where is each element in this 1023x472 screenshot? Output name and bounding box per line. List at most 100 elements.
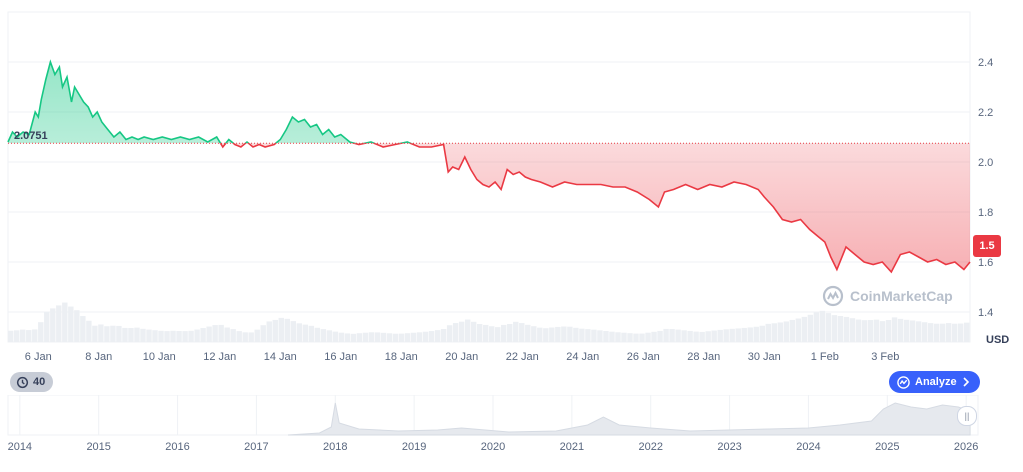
volume-bar	[597, 330, 603, 342]
volume-bar	[32, 329, 38, 342]
volume-bar	[62, 302, 68, 342]
chevron-right-icon	[963, 377, 969, 387]
volume-bar	[266, 321, 272, 342]
volume-bar	[699, 331, 705, 342]
volume-bar	[681, 330, 687, 342]
x-tick-label: 24 Jan	[566, 351, 599, 363]
volume-bar	[482, 324, 489, 342]
volume-bar	[92, 325, 98, 342]
navigator-tick-label: 2024	[796, 441, 820, 453]
volume-bar	[104, 326, 110, 342]
volume-bar	[446, 325, 453, 342]
volume-bar	[260, 325, 266, 342]
volume-bar	[476, 324, 483, 342]
navigator-tick-label: 2019	[402, 441, 426, 453]
volume-bar	[603, 331, 609, 342]
x-tick-label: 8 Jan	[85, 351, 112, 363]
volume-bar	[861, 320, 868, 342]
volume-bar	[236, 331, 242, 342]
analyze-button[interactable]: Analyze	[889, 371, 980, 393]
drag-handle-icon: ||	[964, 411, 970, 421]
volume-bar	[74, 310, 80, 342]
volume-bar	[771, 323, 777, 342]
volume-bar	[14, 330, 20, 342]
price-chart[interactable]: 2.4 2.2 2.0 1.8 1.6 1.4 6 Jan 8 Jan 10 Jan 12 Ja…	[0, 0, 1023, 395]
volume-bar	[723, 329, 729, 342]
volume-bar	[747, 327, 753, 342]
watermark-text: CoinMarketCap	[850, 288, 953, 304]
volume-bar	[374, 332, 381, 342]
volume-bar	[116, 325, 122, 342]
reference-price-label: 2.0751	[14, 130, 48, 142]
volume-bar	[639, 333, 645, 342]
x-tick-label: 28 Jan	[687, 351, 720, 363]
volume-bar	[915, 321, 922, 342]
volume-bar	[464, 319, 471, 342]
volume-bar	[711, 330, 717, 342]
volume-bar	[326, 330, 333, 342]
area-above-reference	[8, 62, 970, 144]
x-tick-label: 14 Jan	[264, 351, 297, 363]
volume-bar	[873, 319, 880, 342]
volume-bar	[573, 327, 579, 342]
volume-bar	[350, 333, 357, 342]
volume-bar	[957, 323, 964, 342]
volume-bar	[939, 323, 946, 342]
volume-bar	[927, 323, 934, 342]
volume-bar	[615, 332, 621, 342]
volume-bar	[921, 322, 928, 342]
volume-bar	[356, 333, 363, 342]
volume-bar	[122, 327, 128, 342]
volume-bar	[519, 323, 525, 342]
analyze-label: Analyze	[915, 376, 957, 388]
range-navigator[interactable]: 2014 2015 2016 2017 2018 2019 2020 2021 2022 2023…	[0, 395, 1023, 472]
volume-bar	[963, 322, 970, 342]
x-tick-label: 26 Jan	[627, 351, 660, 363]
volume-bar	[212, 325, 218, 342]
volume-bar	[278, 317, 284, 342]
volume-bar	[146, 329, 152, 342]
volume-bar	[344, 333, 351, 342]
x-axis: 6 Jan 8 Jan 10 Jan 12 Jan 14 Jan 16 Jan 18 Jan…	[25, 351, 900, 363]
volume-bar	[621, 332, 627, 342]
volume-bar	[128, 327, 134, 342]
volume-bar	[158, 330, 164, 342]
volume-bar	[470, 321, 477, 342]
navigator-tick-label: 2015	[86, 441, 110, 453]
volume-bar	[645, 332, 651, 342]
volume-bar	[933, 323, 940, 342]
volume-bar	[531, 326, 537, 342]
history-range-button[interactable]: 40	[10, 372, 54, 392]
volume-bar	[440, 329, 447, 342]
x-tick-label: 10 Jan	[143, 351, 176, 363]
navigator-tick-label: 2026	[954, 441, 978, 453]
volume-bar	[741, 327, 747, 342]
volume-bar	[849, 318, 856, 342]
volume-bar	[843, 316, 850, 342]
volume-bar	[56, 305, 62, 342]
x-tick-label: 30 Jan	[748, 351, 781, 363]
volume-bar	[320, 329, 327, 342]
navigator-tick-label: 2016	[165, 441, 189, 453]
volume-bar	[693, 331, 699, 342]
y-axis: 2.4 2.2 2.0 1.8 1.6 1.4	[978, 57, 993, 319]
navigator-tick-label: 2017	[244, 441, 268, 453]
volume-bar	[224, 327, 230, 342]
volume-bar	[807, 314, 814, 342]
navigator-tick-label: 2014	[8, 441, 32, 453]
volume-bar	[909, 320, 916, 342]
volume-bar	[140, 328, 146, 342]
navigator-drag-handle[interactable]: ||	[957, 406, 977, 426]
volume-bar	[422, 331, 429, 342]
volume-bar	[663, 328, 669, 342]
volume-bar	[591, 329, 597, 342]
x-tick-label: 16 Jan	[324, 351, 357, 363]
history-icon	[16, 376, 29, 388]
volume-bar	[801, 316, 808, 342]
volume-bar	[188, 330, 194, 342]
price-line-down	[219, 143, 971, 274]
analyze-icon	[897, 375, 910, 389]
x-tick-label: 1 Feb	[811, 351, 839, 363]
volume-bar	[567, 326, 573, 342]
volume-bar	[242, 332, 248, 342]
